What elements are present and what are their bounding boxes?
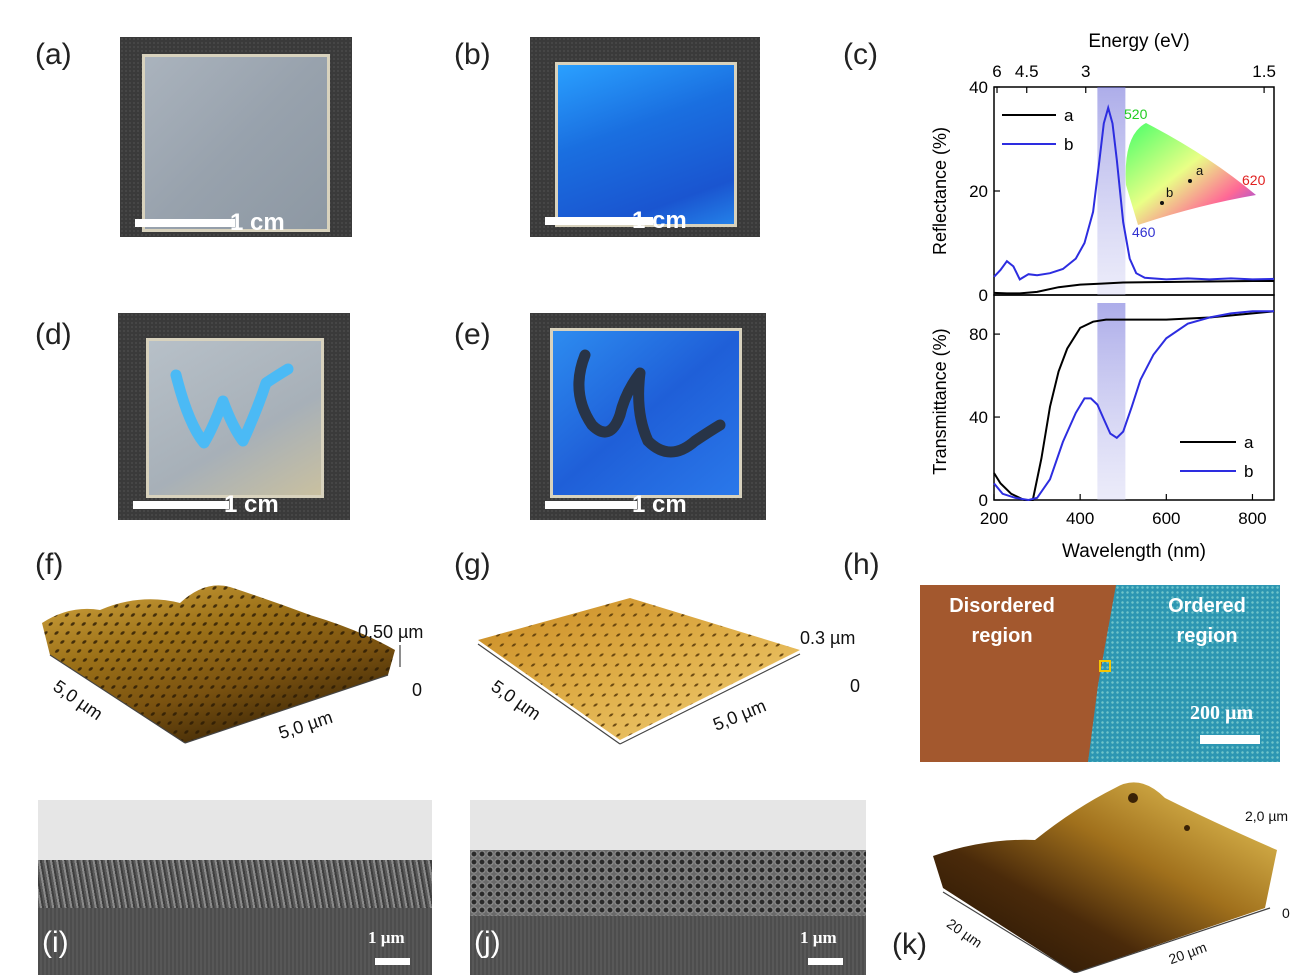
reflectance-ytick-label-0: 0: [979, 286, 988, 305]
microscope-image-h: Disordered region Ordered region 200 µm: [920, 585, 1280, 762]
legend-entry-r-b: b: [1064, 135, 1073, 154]
cie-label-b: b: [1166, 185, 1173, 200]
letter-w-drawing: [170, 363, 294, 449]
afm-g-zmax: 0.3 µm: [800, 628, 856, 648]
scale-bar-j: [808, 958, 843, 965]
cie-label-520: 520: [1124, 106, 1148, 122]
reflectance-series-a-line: [993, 280, 1274, 295]
transmittance-ytick-label-40: 40: [969, 408, 988, 427]
afm-image-g: [477, 598, 801, 745]
disordered-region: [920, 585, 1116, 762]
spectra-chart: 0 20 40 Reflectance (%) 0 40 80 Transmittance …: [930, 31, 1276, 562]
ordered-region-label: Ordered region: [1168, 595, 1246, 647]
photo-e: 1 cm: [530, 313, 766, 520]
panel-k-label: (k): [892, 928, 927, 961]
scale-label-j: 1 µm: [800, 928, 837, 947]
scale-label-b: 1 cm: [632, 207, 687, 234]
scale-label-i: 1 µm: [368, 928, 405, 947]
sample-a: [142, 54, 330, 232]
transmittance-ylabel: Transmittance (%): [930, 328, 950, 474]
panel-h-label: (h): [843, 548, 880, 581]
xtick-label-200: 200: [980, 509, 1008, 528]
afm-f-zmin: 0: [412, 680, 423, 700]
legend-reflectance: a b: [1002, 106, 1074, 154]
selection-marker: [1099, 660, 1111, 672]
reflectance-ylabel: Reflectance (%): [930, 127, 950, 255]
legend-entry-t-a: a: [1244, 433, 1254, 452]
transmittance-plot-frame: [993, 294, 1275, 501]
scale-bar-h: [1200, 735, 1260, 744]
afm-f-zmax: 0,50 µm: [358, 622, 424, 642]
panel-c-label: (c): [843, 38, 878, 71]
afm-image-k: [933, 782, 1277, 973]
panel-d-label: (d): [35, 318, 72, 351]
top-tick-label-3: 1.5: [1252, 62, 1276, 81]
top-tick-label-0: 6: [992, 62, 1001, 81]
scale-label-a: 1 cm: [230, 209, 285, 236]
scale-bar-b: [545, 217, 653, 225]
sem-image-i: (i) 1 µm: [38, 800, 432, 975]
reflectance-series-b-line: [993, 104, 1275, 281]
cie-label-a: a: [1196, 163, 1204, 178]
afm-k-zmin: 0: [1282, 905, 1290, 921]
cie-label-460: 460: [1132, 224, 1156, 240]
panel-a-label: (a): [35, 38, 72, 71]
legend-entry-r-a: a: [1064, 106, 1074, 125]
scale-label-h: 200 µm: [1190, 702, 1254, 724]
photo-a: 1 cm: [120, 37, 352, 237]
afm-g-zmin: 0: [850, 676, 861, 696]
sem-i-substrate: [38, 908, 432, 975]
sem-image-j: (j) 1 µm: [470, 800, 866, 975]
sample-b: [555, 62, 737, 227]
scale-bar-e: [545, 501, 637, 509]
scale-bar-d: [133, 501, 229, 509]
cie-point-a: [1188, 179, 1192, 183]
reflectance-ytick-label-40: 40: [969, 78, 988, 97]
sem-j-film: [470, 850, 866, 916]
legend-entry-t-b: b: [1244, 462, 1253, 481]
xaxis-label: Wavelength (nm): [1062, 541, 1206, 562]
top-tick-label-2: 3: [1081, 62, 1090, 81]
letter-u-drawing: [573, 349, 726, 458]
transmittance-highlight-band: [1097, 303, 1126, 500]
photo-d: 1 cm: [118, 313, 350, 520]
scale-label-e: 1 cm: [632, 491, 687, 518]
panel-e-label: (e): [454, 318, 491, 351]
cie-label-620: 620: [1242, 172, 1266, 188]
panel-b-label: (b): [454, 38, 491, 71]
cie-gamut: [1125, 123, 1256, 225]
cie-point-b: [1160, 201, 1164, 205]
sem-j-substrate: [470, 916, 866, 975]
top-axis-label: Energy (eV): [1088, 31, 1189, 52]
transmittance-ytick-label-0: 0: [979, 491, 988, 510]
scale-bar-a: [135, 219, 235, 227]
panel-g-label: (g): [454, 548, 491, 581]
sem-i-film: [38, 860, 432, 908]
top-tick-label-1: 4.5: [1015, 62, 1039, 81]
reflectance-ytick-label-20: 20: [969, 182, 988, 201]
panel-i-label: (i): [42, 926, 69, 959]
panel-f-label: (f): [35, 548, 64, 581]
xtick-label-600: 600: [1152, 509, 1180, 528]
scale-bar-i: [375, 958, 410, 965]
xtick-label-800: 800: [1238, 509, 1266, 528]
panel-j-label: (j): [474, 926, 501, 959]
disordered-region-label: Disordered region: [949, 595, 1055, 647]
photo-b: 1 cm: [530, 37, 760, 237]
afm-image-f: [42, 585, 401, 744]
cie-inset: a b 520 620 460: [1124, 106, 1266, 240]
scale-label-d: 1 cm: [224, 491, 279, 518]
xtick-label-400: 400: [1066, 509, 1094, 528]
legend-transmittance: a b: [1180, 433, 1254, 481]
afm-k-zmax: 2,0 µm: [1245, 808, 1289, 824]
transmittance-ytick-label-80: 80: [969, 325, 988, 344]
transmittance-series-b-line: [993, 310, 1274, 502]
